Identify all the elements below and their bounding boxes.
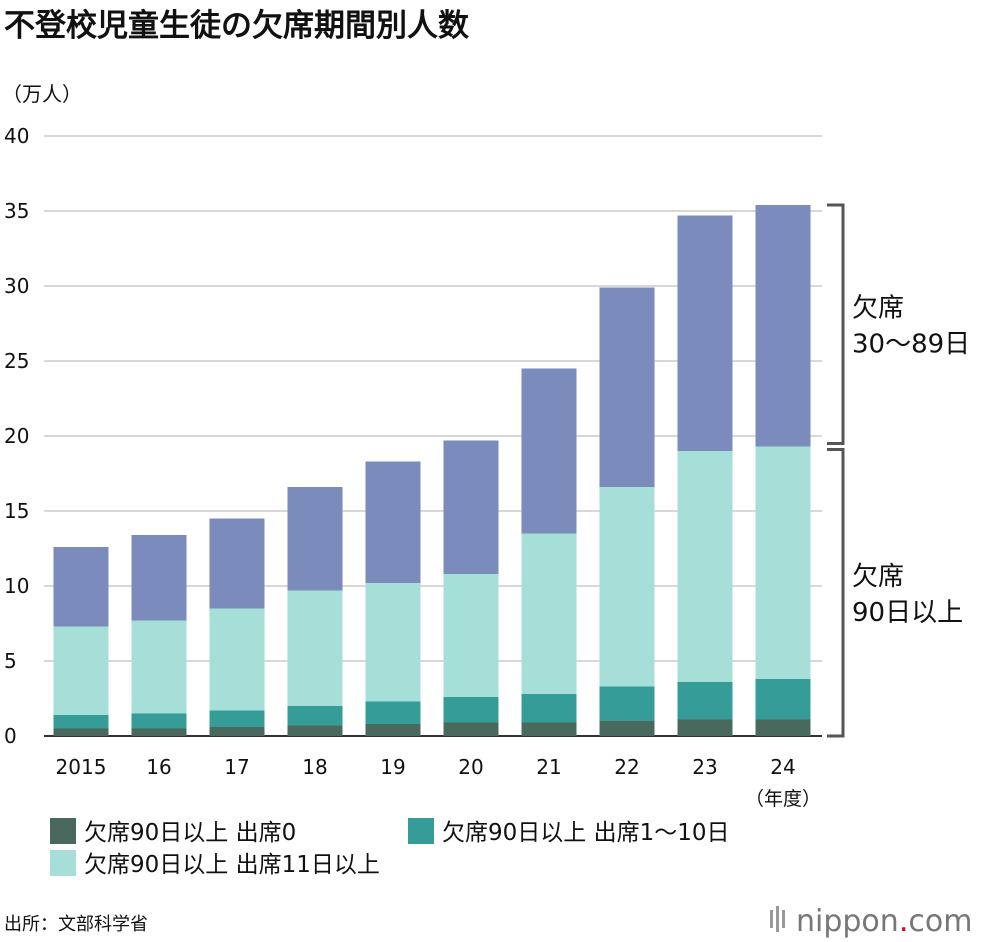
x-tick-label: 21 — [536, 755, 561, 779]
bracket — [827, 448, 845, 738]
bracket-label: 欠席 — [852, 293, 904, 323]
bar-segment-4 — [53, 547, 109, 627]
y-tick-label: 15 — [4, 499, 29, 523]
bar-segment-2 — [755, 679, 811, 720]
bar-segment-2 — [209, 710, 265, 727]
bar-segment-3 — [677, 451, 733, 682]
bar-segment-3 — [521, 533, 577, 694]
x-tick-label: 2015 — [56, 755, 107, 779]
bar-segment-3 — [599, 487, 655, 687]
bracket-label: 欠席 — [852, 562, 904, 592]
legend-label: 欠席90日以上 出席11日以上 — [84, 852, 380, 878]
y-tick-label: 0 — [4, 724, 17, 748]
bar-segment-2 — [677, 682, 733, 720]
bar-segment-4 — [677, 215, 733, 451]
bar-segment-4 — [131, 535, 187, 621]
x-tick-label: 17 — [224, 755, 249, 779]
bar-segment-3 — [443, 574, 499, 697]
bar-segment-2 — [287, 706, 343, 726]
chart-title: 不登校児童生徒の欠席期間別人数 — [4, 8, 469, 44]
y-tick-label: 25 — [4, 349, 29, 373]
legend-label: 欠席90日以上 出席1〜10日 — [442, 820, 729, 846]
y-tick-label: 35 — [4, 199, 29, 223]
bar-segment-2 — [365, 701, 421, 724]
x-tick-label: 19 — [380, 755, 405, 779]
x-tick-label: 18 — [302, 755, 327, 779]
svg-text:nippon.com: nippon.com — [796, 904, 972, 939]
bar-segment-2 — [131, 713, 187, 729]
y-axis-label: （万人） — [2, 82, 82, 106]
bar-segment-1 — [131, 728, 187, 736]
bar-segment-1 — [443, 722, 499, 736]
bar-segment-1 — [287, 725, 343, 736]
x-unit-label: （年度） — [745, 788, 821, 810]
bar-segment-2 — [443, 697, 499, 723]
y-tick-label: 10 — [4, 574, 29, 598]
x-tick-label: 22 — [614, 755, 639, 779]
bar-segment-1 — [209, 727, 265, 736]
bar-segment-1 — [755, 719, 811, 736]
y-tick-label: 5 — [4, 649, 17, 673]
bar-segment-3 — [365, 583, 421, 702]
x-tick-label: 23 — [692, 755, 717, 779]
bar-segment-1 — [677, 719, 733, 736]
y-tick-label: 40 — [4, 124, 29, 148]
bar-segment-4 — [209, 518, 265, 609]
legend-swatch — [408, 818, 434, 844]
y-tick-label: 20 — [4, 424, 29, 448]
bar-segment-3 — [131, 620, 187, 714]
bar-segment-2 — [521, 694, 577, 723]
bar-segment-4 — [443, 440, 499, 574]
x-tick-label: 20 — [458, 755, 483, 779]
x-tick-label: 16 — [146, 755, 171, 779]
bar-segment-3 — [287, 590, 343, 706]
bracket — [827, 203, 845, 445]
y-tick-label: 30 — [4, 274, 29, 298]
bar-segment-1 — [53, 728, 109, 736]
bar-segment-4 — [365, 461, 421, 583]
bar-segment-4 — [755, 205, 811, 447]
nippon-logo: nippon.com — [770, 904, 972, 939]
bar-segment-2 — [53, 715, 109, 729]
bar-segment-3 — [755, 446, 811, 679]
legend-swatch — [50, 818, 76, 844]
bar-segment-1 — [599, 721, 655, 736]
x-tick-label: 24 — [770, 755, 795, 779]
source-note: 出所：文部科学省 — [4, 914, 148, 935]
bar-segment-2 — [599, 686, 655, 721]
bar-segment-1 — [521, 722, 577, 736]
bar-segment-3 — [209, 608, 265, 711]
bar-segment-4 — [599, 287, 655, 487]
bar-segment-1 — [365, 724, 421, 736]
bar-segment-4 — [287, 487, 343, 591]
legend-label: 欠席90日以上 出席0 — [84, 820, 296, 846]
bar-segment-4 — [521, 368, 577, 534]
bracket-label: 30〜89日 — [852, 329, 970, 359]
legend-swatch — [50, 850, 76, 876]
bar-segment-3 — [53, 626, 109, 715]
bracket-label: 90日以上 — [852, 598, 963, 628]
